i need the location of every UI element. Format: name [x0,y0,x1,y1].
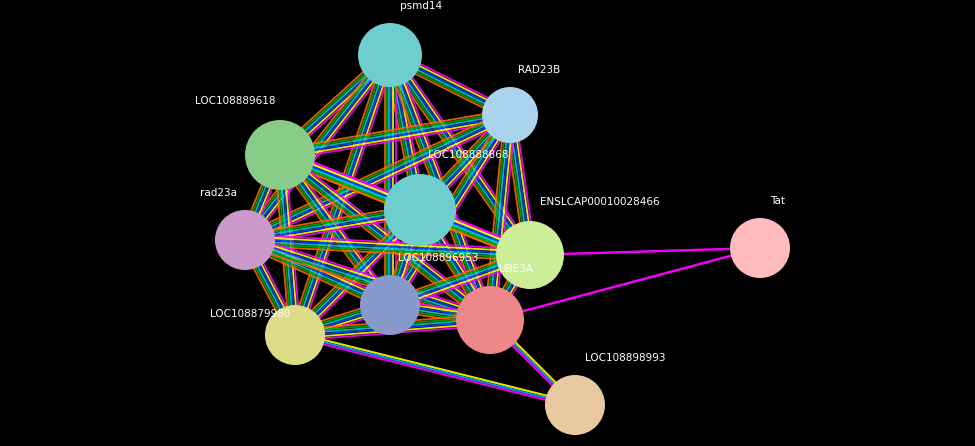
Text: psmd14: psmd14 [400,1,442,11]
Text: LOC108879980: LOC108879980 [210,309,290,319]
Text: RAD23B: RAD23B [518,65,561,75]
Circle shape [496,221,564,289]
Circle shape [730,218,790,278]
Circle shape [482,87,538,143]
Text: ENSLCAP00010028466: ENSLCAP00010028466 [540,197,660,207]
Circle shape [456,286,524,354]
Circle shape [545,375,605,435]
Circle shape [215,210,275,270]
Text: LOC108896953: LOC108896953 [398,253,479,263]
Circle shape [245,120,315,190]
Circle shape [265,305,325,365]
Circle shape [360,275,420,335]
Text: LOC108888868: LOC108888868 [428,150,509,160]
Text: rad23a: rad23a [200,188,237,198]
Text: LOC108898993: LOC108898993 [585,353,666,363]
Circle shape [358,23,422,87]
Text: Tat: Tat [770,196,785,206]
Text: LOC108889618: LOC108889618 [194,96,275,106]
Text: UBE3A: UBE3A [498,264,533,274]
Circle shape [384,174,456,246]
